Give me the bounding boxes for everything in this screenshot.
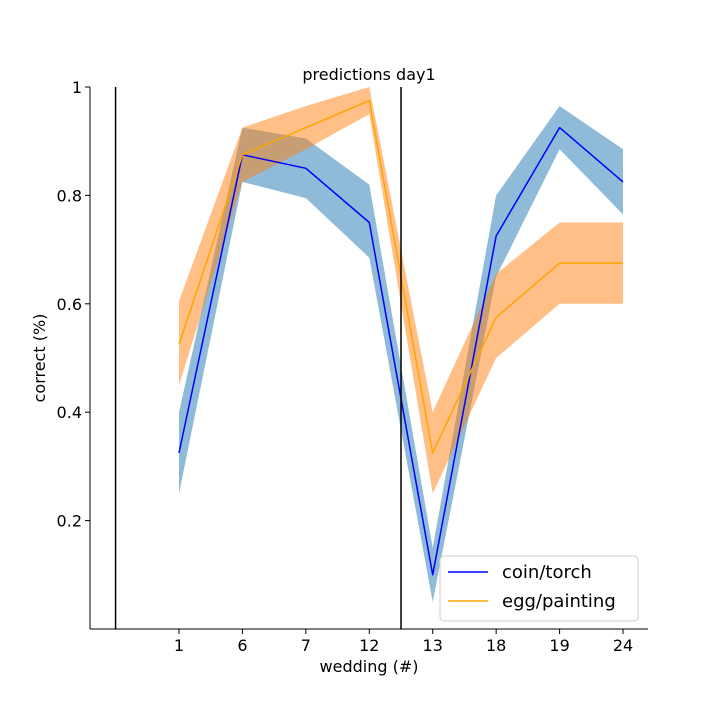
x-tick-label: 18 xyxy=(486,636,506,655)
y-tick-label: 0.6 xyxy=(57,295,82,314)
axes xyxy=(89,87,648,630)
y-tick-label: 0.4 xyxy=(57,403,82,422)
x-tick-label: 24 xyxy=(613,636,633,655)
chart-title: predictions day1 xyxy=(302,65,435,84)
x-tick-label: 7 xyxy=(301,636,311,655)
x-tick-label: 6 xyxy=(237,636,247,655)
x-axis-label: wedding (#) xyxy=(320,657,419,676)
confidence-band-series-1 xyxy=(179,106,623,602)
y-tick-label: 1 xyxy=(72,78,82,97)
x-tick-label: 12 xyxy=(359,636,379,655)
legend-label-2: egg/painting xyxy=(502,591,616,612)
y-tick-label: 0.8 xyxy=(57,186,82,205)
legend-box xyxy=(439,555,639,622)
y-tick-label: 0.2 xyxy=(57,512,82,531)
vertical-reference-lines xyxy=(114,87,402,629)
x-tick-label: 13 xyxy=(423,636,443,655)
ticks: 1 6 7 12 13 18 19 24 0.2 0.4 0.6 0.8 1 xyxy=(57,78,634,655)
x-tick-label: 19 xyxy=(549,636,569,655)
x-tick-label: 1 xyxy=(174,636,184,655)
legend-label-1: coin/torch xyxy=(502,562,592,583)
y-axis-label: correct (%) xyxy=(30,314,49,403)
legend: coin/torch egg/painting xyxy=(439,555,639,622)
